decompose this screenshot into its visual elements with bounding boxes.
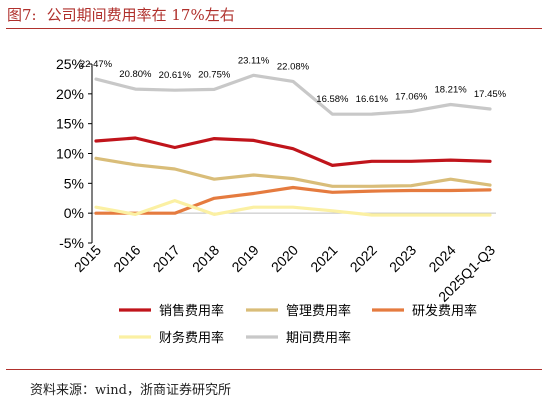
figure-caption: 公司期间费用率在 17%左右 [46, 6, 235, 24]
x-tick-label: 2022 [347, 242, 380, 275]
y-tick-label: 10% [56, 146, 84, 162]
y-tick-label: 20% [56, 86, 84, 102]
legend-label: 销售费用率 [159, 303, 224, 319]
title-rule [6, 28, 542, 29]
series-line-mgmt [94, 156, 492, 188]
series-line-fin [94, 199, 492, 217]
series-lines [94, 73, 492, 217]
data-label: 20.75% [198, 69, 231, 80]
data-label: 16.58% [316, 94, 349, 105]
source-rule [6, 369, 542, 370]
series-line-total [94, 73, 492, 116]
data-label: 20.61% [159, 70, 192, 81]
series-line-rd [94, 185, 492, 215]
legend-label: 财务费用率 [159, 330, 224, 346]
x-tick-label: 2019 [228, 242, 261, 275]
y-tick-label: 15% [56, 116, 84, 132]
data-label: 17.45% [474, 89, 507, 100]
y-axis: -5% 0% 5% 10% 15% 20% 25% [56, 56, 93, 251]
data-label: 18.21% [434, 85, 467, 96]
x-tick-label: 2016 [110, 242, 143, 275]
figure-number: 图7: [7, 6, 37, 24]
y-tick-label: -5% [59, 235, 84, 251]
x-tick-label: 2023 [386, 242, 419, 275]
x-tick-label: 2021 [307, 242, 340, 275]
data-label: 20.80% [119, 69, 152, 80]
data-labels: 22.47% 20.80% 20.61% 20.75% 23.11% 22.08% 16.5… [80, 55, 507, 105]
data-label: 17.06% [395, 91, 428, 102]
period-expense-chart: -5% 0% 5% 10% 15% 20% 25% 2015 2016 2017 2018 2019… [56, 55, 507, 346]
y-tick-label: 0% [64, 205, 84, 221]
x-tick-label: 2020 [268, 242, 301, 275]
x-tick-label: 2017 [150, 242, 183, 275]
data-label: 22.08% [277, 61, 310, 72]
series-line-sales [94, 136, 492, 167]
y-tick-label: 5% [64, 175, 84, 191]
x-axis: 2015 2016 2017 2018 2019 2020 2021 2022 2023 2024… [71, 242, 498, 305]
y-tick-label: 25% [56, 56, 84, 72]
data-label: 16.61% [356, 94, 389, 105]
legend-label: 研发费用率 [412, 303, 477, 319]
x-tick-label: 2018 [189, 242, 222, 275]
legend-label: 期间费用率 [286, 330, 351, 346]
x-tick-label: 2024 [425, 242, 458, 275]
data-label: 22.47% [80, 59, 113, 70]
legend-label: 管理费用率 [286, 303, 351, 319]
data-label: 23.11% [238, 55, 270, 66]
source-note: 资料来源：wind，浙商证券研究所 [30, 383, 231, 398]
figure-title: 图7: 公司期间费用率在 17%左右 [7, 4, 235, 25]
